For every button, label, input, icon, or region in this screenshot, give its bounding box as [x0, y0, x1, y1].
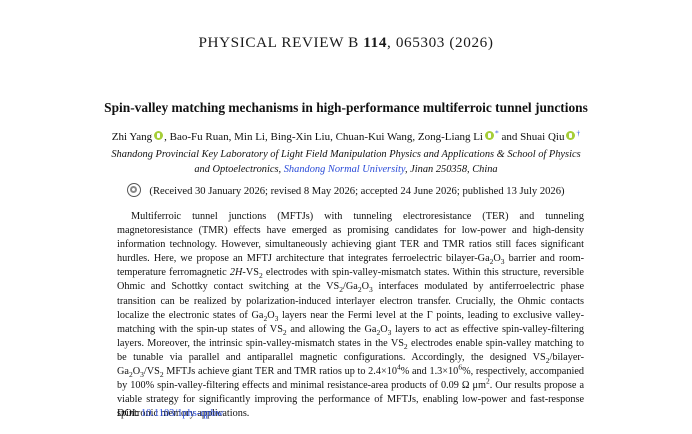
- abstract-text: layers near the Fermi level at the Γ poi…: [117, 309, 584, 335]
- orcid-icon[interactable]: [485, 131, 494, 140]
- abstract-text: layers to act as effective spin-valley-f…: [117, 323, 584, 349]
- author-separator: ,: [164, 131, 170, 143]
- abstract-text: O: [380, 323, 388, 335]
- crossmark-icon[interactable]: [127, 183, 142, 197]
- abstract-text: -VS: [242, 267, 259, 279]
- abstract-text: O: [361, 281, 369, 293]
- affiliation-line-2: and Optoelectronics, Shandong Normal Uni…: [0, 162, 692, 177]
- abstract-text: electrodes with spin-valley-mismatch sta…: [117, 267, 584, 293]
- abstract-text: 2: [258, 271, 263, 281]
- abstract-text: % and 1.3×10: [400, 366, 459, 378]
- abstract-text: 2: [159, 370, 164, 380]
- author-name: Shuai Qiu: [520, 131, 565, 143]
- abstract-text: 3: [140, 370, 144, 380]
- abstract-text: 2: [128, 370, 133, 380]
- abstract-text: 2: [263, 313, 268, 323]
- affiliation: Shandong Provincial Key Laboratory of Li…: [0, 147, 692, 177]
- university-link[interactable]: Shandong Normal University: [283, 164, 405, 175]
- abstract-text: O: [267, 309, 275, 321]
- abstract-text: barrier and room-temperature ferromagnet…: [117, 253, 584, 279]
- author-name: Chuan-Kui Wang: [335, 131, 413, 143]
- author-mark[interactable]: *: [495, 128, 499, 138]
- abstract-text: 2: [339, 285, 343, 295]
- abstract-text: 2H: [229, 267, 243, 279]
- abstract-text: 2: [282, 327, 287, 337]
- abstract-text: 2: [376, 327, 381, 337]
- abstract-text: O: [493, 253, 501, 265]
- abstract-text: /bilayer-Ga: [117, 351, 584, 378]
- abstract-text: MFTJs achieve giant TER and TMR ratios u…: [163, 366, 398, 378]
- abstract-text: 3: [368, 285, 373, 295]
- author-name: Bao-Fu Ruan: [169, 131, 229, 143]
- abstract-text: 3: [387, 327, 392, 337]
- affiliation-line-2-prefix: and Optoelectronics,: [194, 164, 284, 175]
- abstract-text: Multiferroic tunnel junctions (MFTJs) wi…: [117, 211, 584, 265]
- abstract-text: /Ga: [343, 281, 358, 293]
- journal-header: PHYSICAL REVIEW B 114, 065303 (2026): [0, 34, 692, 52]
- doi-label: DOI:: [117, 408, 141, 419]
- abstract-text: and allowing the Ga: [286, 323, 377, 335]
- journal-citation: , 065303 (2026): [387, 34, 494, 51]
- author-separator: ,: [330, 131, 336, 143]
- abstract-text: /VS: [143, 366, 160, 378]
- paper-title: Spin-valley matching mechanisms in high-…: [104, 100, 588, 115]
- author-name: Zong-Liang Li: [417, 131, 483, 143]
- journal-volume: 114: [363, 34, 388, 51]
- abstract-text: 3: [500, 257, 505, 267]
- author-separator: ,: [265, 131, 271, 143]
- publication-history: (Received 30 January 2026; revised 8 May…: [0, 183, 692, 197]
- abstract-text: interfaces modulated by antiferroelectri…: [117, 281, 584, 321]
- abstract-text: . Our results propose a viable strategy …: [117, 380, 584, 420]
- abstract-text: 2: [489, 257, 494, 267]
- affiliation-line-2-suffix: , Jinan 250358, China: [404, 164, 498, 175]
- author-name: Min Li: [234, 131, 265, 143]
- author-list: Zhi Yang, Bao-Fu Ruan, Min Li, Bing-Xin …: [0, 128, 692, 143]
- author-name: Bing-Xin Liu: [270, 131, 331, 143]
- doi-link[interactable]: 10.1103/1phs-qpbw: [140, 408, 224, 419]
- abstract-text: %, respectively, accompanied by 100% spi…: [117, 366, 584, 392]
- author-mark[interactable]: †: [576, 128, 581, 138]
- author-separator: ,: [228, 131, 235, 143]
- abstract-text: 3: [274, 313, 279, 323]
- affiliation-line-1: Shandong Provincial Key Laboratory of Li…: [111, 149, 581, 160]
- abstract-text: O: [132, 366, 141, 378]
- abstract: Multiferroic tunnel junctions (MFTJs) wi…: [117, 210, 584, 421]
- orcid-icon[interactable]: [154, 131, 164, 140]
- doi: DOI: 10.1103/1phs-qpbw: [117, 408, 223, 419]
- orcid-icon[interactable]: [566, 131, 576, 140]
- abstract-text: 2: [357, 285, 362, 295]
- abstract-text: 2: [403, 341, 408, 351]
- abstract-text: electrodes enable spin-valley matching t…: [117, 337, 584, 363]
- journal-name: PHYSICAL REVIEW B: [198, 34, 359, 51]
- abstract-text: 2: [545, 355, 550, 365]
- author-name: Zhi Yang: [111, 131, 153, 143]
- abstract-text: 2: [485, 376, 490, 386]
- author-separator: and: [498, 131, 521, 143]
- abstract-text: 6: [458, 362, 463, 372]
- abstract-text: 4: [397, 362, 401, 372]
- author-separator: ,: [412, 131, 418, 143]
- history-text: (Received 30 January 2026; revised 8 May…: [149, 186, 565, 197]
